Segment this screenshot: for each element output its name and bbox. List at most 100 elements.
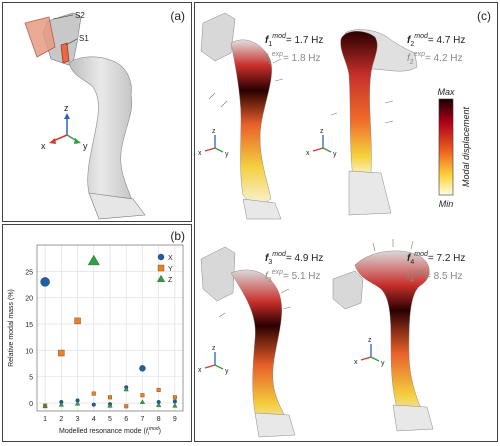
- mode-2-mod-val: = 4.7 Hz: [428, 35, 466, 46]
- x-tick-label: 2: [59, 416, 63, 423]
- mode-3-mod-val: = 4.9 Hz: [286, 253, 324, 264]
- triad-z: z: [64, 103, 69, 113]
- colorbar-gradient: [438, 98, 454, 196]
- series-z-point: [107, 403, 113, 408]
- panel-a-label: (a): [170, 9, 185, 23]
- colorbar-max: Max: [437, 87, 455, 97]
- svg-text:f4exp= 8.5 Hz: f4exp= 8.5 Hz: [407, 269, 463, 284]
- triad-2-y: y: [333, 151, 337, 158]
- colorbar-label: Modal displacement: [461, 106, 471, 187]
- series-y-point: [58, 349, 65, 357]
- mode-shapes: z x y f1mod= 1.7 Hz f1exp= 1.8 Hz z x y …: [198, 12, 471, 438]
- legend-label-z: Z: [168, 277, 173, 284]
- mode-1-exp-val: = 1.8 Hz: [283, 53, 321, 64]
- series-z-point: [58, 402, 64, 407]
- mode-4-sym-exp: f: [407, 271, 411, 282]
- triad-3-x: x: [198, 367, 202, 374]
- mode-4-freqs: f4mod= 7.2 Hz f4exp= 8.5 Hz: [407, 251, 465, 284]
- panel-b-label: (b): [170, 229, 185, 243]
- mode-2-sym-exp: f: [407, 53, 411, 64]
- mode-1-freqs: f1mod= 1.7 Hz f1exp= 1.8 Hz: [265, 33, 323, 66]
- section-s2: [24, 16, 56, 58]
- airway-geometry: S2 S1 z x y: [24, 11, 146, 220]
- legend-label-y: Y: [168, 266, 173, 273]
- triad-x: x: [41, 141, 46, 151]
- y-tick-label: 5: [29, 375, 33, 382]
- mode-4-mod-sup: mod: [414, 251, 429, 258]
- modal-mass-chart: 0 5 10 15 20 25 1 2 3 4 5 6 7 8 9 Relative modal mass (…: [8, 244, 184, 437]
- mode-3-exp-val: = 5.1 Hz: [283, 271, 321, 282]
- legend-marker-z: [156, 274, 166, 282]
- triad-2-x: x: [306, 150, 310, 157]
- series-x-point: [139, 365, 146, 372]
- y-tick-label: 10: [25, 348, 33, 355]
- series-y-point: [107, 395, 112, 400]
- svg-text:f3exp= 5.1 Hz: f3exp= 5.1 Hz: [265, 269, 321, 284]
- legend-marker-y: [157, 264, 165, 272]
- mode-3-sym: f: [265, 253, 270, 264]
- triad-mode-3: z x y: [198, 345, 229, 375]
- colorbar: Max Min Modal displacement: [437, 87, 471, 209]
- mode-4-sub: 4: [410, 259, 414, 266]
- x-tick-label: 1: [43, 416, 47, 423]
- plot-frame: [36, 244, 184, 412]
- triad-4-x: x: [354, 359, 358, 366]
- x-tick-label: 8: [157, 416, 161, 423]
- triad-4-z: z: [368, 337, 372, 344]
- mode-3-sym-exp: f: [265, 271, 269, 282]
- s1-label: S1: [79, 34, 89, 43]
- mode-4-sym: f: [407, 253, 412, 264]
- mode-1-mod-sup: mod: [272, 33, 287, 40]
- series-x-point: [172, 399, 177, 404]
- mode-2-sub: 2: [410, 41, 414, 48]
- legend-marker-x: [157, 253, 165, 261]
- y-tick-label: 15: [25, 322, 33, 329]
- mode-3-mod-sup: mod: [272, 251, 287, 258]
- mode-1-sub: 1: [268, 41, 272, 48]
- triad-4-y: y: [381, 360, 385, 367]
- mode-4-mod-val: = 7.2 Hz: [428, 253, 466, 264]
- mode-4-sub-exp: 4: [410, 277, 414, 284]
- mode-2-sub-exp: 2: [410, 59, 414, 66]
- s2-leader: [52, 14, 74, 20]
- s2-label: S2: [75, 11, 85, 20]
- triad-2-z: z: [320, 128, 324, 135]
- triad-mode-4: z x y: [354, 337, 385, 367]
- legend-label-x: X: [168, 255, 173, 262]
- x-axis-label: Modelled resonance mode (fimod): [59, 426, 161, 437]
- series-y-point: [124, 404, 129, 409]
- svg-text:f3mod= 4.9 Hz: f3mod= 4.9 Hz: [265, 251, 323, 266]
- mode-4-shape: [332, 239, 434, 432]
- svg-text:f1mod= 1.7 Hz: f1mod= 1.7 Hz: [265, 33, 323, 48]
- mode-3-exp-sup: exp: [272, 269, 283, 276]
- colorbar-min: Min: [439, 199, 454, 209]
- mode-4-exp-sup: exp: [414, 269, 425, 276]
- x-tick-label: 7: [140, 416, 144, 423]
- triad-1-x: x: [198, 150, 202, 157]
- series-x-point: [40, 277, 50, 287]
- section-s1: [60, 42, 70, 64]
- series-y-point: [140, 393, 145, 398]
- triad-mode-1: z x y: [198, 128, 229, 158]
- x-tick-label: 4: [92, 416, 96, 423]
- series-y-point: [74, 317, 81, 325]
- airway-body: [68, 56, 134, 214]
- s1-leader: [65, 38, 78, 46]
- mode-3-freqs: f3mod= 4.9 Hz f3exp= 5.1 Hz: [265, 251, 323, 284]
- series-x-point: [91, 402, 96, 407]
- triad-1-y: y: [225, 151, 229, 158]
- mode-2-exp-sup: exp: [414, 51, 425, 58]
- y-tick-label: 25: [25, 269, 33, 276]
- x-tick-label: 5: [108, 416, 112, 423]
- panel-b: (b) 0 5 10 15 20 25 1 2 3 4 5 6 7 8 9 Relative modal ma…: [2, 224, 192, 442]
- series-y-point: [91, 391, 96, 396]
- svg-text:f2mod= 4.7 Hz: f2mod= 4.7 Hz: [407, 33, 465, 48]
- mode-3-shape: [200, 246, 296, 438]
- mode-3-sub-exp: 3: [268, 277, 272, 284]
- series-z-point: [139, 399, 146, 404]
- svg-text:f4mod= 7.2 Hz: f4mod= 7.2 Hz: [407, 251, 465, 266]
- mode-2-freqs: f2mod= 4.7 Hz f2exp= 4.2 Hz: [407, 33, 465, 66]
- triad-y: y: [83, 141, 88, 151]
- panel-c-label: (c): [477, 9, 491, 23]
- svg-text:f2exp= 4.2 Hz: f2exp= 4.2 Hz: [407, 51, 463, 66]
